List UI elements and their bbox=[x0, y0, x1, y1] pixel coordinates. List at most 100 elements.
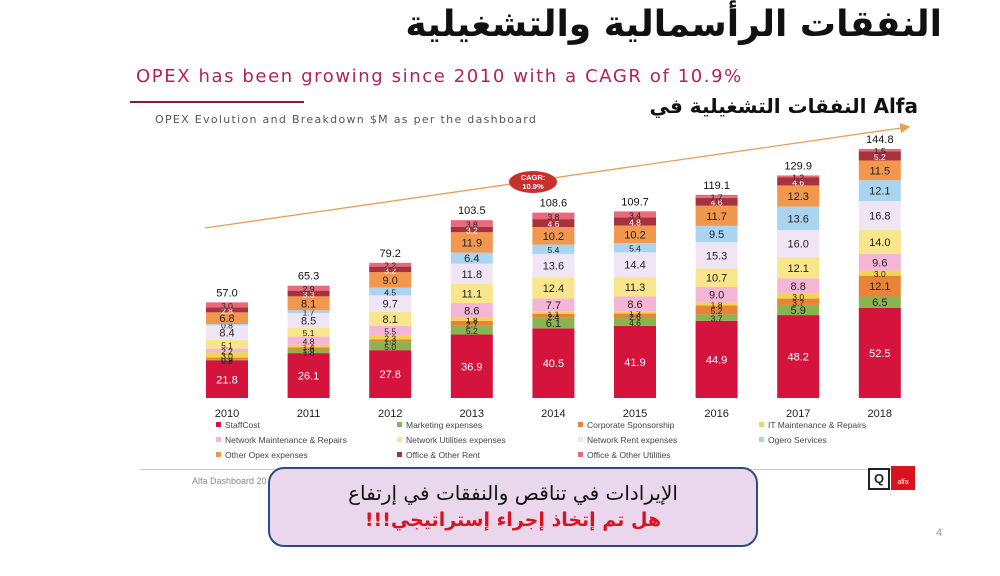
segment-label: 5.1 bbox=[221, 340, 233, 350]
segment-label: 1.4 bbox=[303, 342, 315, 352]
segment-label: 4.8 bbox=[629, 217, 641, 227]
bar-segment bbox=[369, 339, 412, 342]
segment-label: 11.1 bbox=[462, 289, 483, 301]
total-label: 119.1 bbox=[703, 180, 730, 192]
segment-label: 36.9 bbox=[461, 361, 482, 373]
segment-label: 4.6 bbox=[711, 198, 723, 208]
cagr-label: CAGR: bbox=[521, 173, 546, 182]
segment-label: 10.7 bbox=[706, 273, 727, 285]
segment-label: 5.0 bbox=[384, 342, 396, 352]
segment-label: 8.8 bbox=[791, 281, 806, 293]
legend-label: Office & Other Rent bbox=[406, 450, 481, 460]
legend-swatch bbox=[578, 437, 583, 442]
segment-label: 15.3 bbox=[706, 250, 727, 262]
bar-segment bbox=[287, 350, 330, 354]
bar-segment bbox=[614, 325, 656, 398]
segment-label: 3.0 bbox=[221, 301, 233, 311]
legend-swatch bbox=[216, 422, 221, 427]
bar-segment bbox=[614, 313, 656, 319]
bar-segment bbox=[777, 229, 820, 258]
segment-label: 0.9 bbox=[221, 354, 233, 364]
headline-underline bbox=[130, 101, 304, 103]
bar-segment bbox=[532, 277, 575, 299]
segment-label: 3.8 bbox=[547, 212, 559, 222]
callout-box: الإيرادات في تناقص والنفقات في إرتفاع هل… bbox=[268, 467, 758, 547]
segment-label: 6.4 bbox=[464, 253, 479, 265]
segment-label: 13.6 bbox=[787, 213, 808, 225]
bar-segment bbox=[369, 266, 412, 273]
legend-swatch bbox=[397, 422, 402, 427]
segment-label: 7.7 bbox=[546, 300, 561, 312]
segment-label: 1.6 bbox=[303, 345, 315, 355]
bar-segment bbox=[695, 305, 738, 315]
segment-label: 2.2 bbox=[221, 347, 233, 357]
segment-label: 3.3 bbox=[303, 290, 315, 300]
segment-label: 2.9 bbox=[303, 284, 315, 294]
bar-segment bbox=[777, 185, 820, 207]
x-tick-label: 2015 bbox=[623, 408, 647, 420]
bar-segment bbox=[614, 318, 656, 326]
legend-label: StaffCost bbox=[225, 420, 260, 430]
segment-label: 2.6 bbox=[629, 312, 641, 322]
legend-swatch bbox=[759, 422, 764, 427]
bar-segment bbox=[695, 225, 738, 243]
segment-label: 3.4 bbox=[629, 210, 641, 220]
segment-label: 12.1 bbox=[869, 281, 890, 293]
bar-segment bbox=[287, 290, 330, 297]
bar-segment bbox=[450, 263, 493, 284]
subtitle-arabic: النفقات التشغيلية في Alfa bbox=[649, 94, 918, 118]
bar-segment bbox=[858, 307, 901, 398]
bar-segment bbox=[450, 325, 493, 335]
x-tick-label: 2017 bbox=[786, 408, 810, 420]
segment-label: 12.1 bbox=[869, 186, 890, 198]
segment-label: 14.0 bbox=[869, 237, 890, 249]
slide-title: النفقات الرأسمالية والتشغيلية bbox=[405, 4, 942, 45]
segment-label: 1.7 bbox=[711, 192, 723, 202]
bar-segment bbox=[695, 242, 738, 269]
segment-label: 5.2 bbox=[711, 306, 723, 316]
legend-label: Other Opex expenses bbox=[225, 450, 308, 460]
bar-segment bbox=[287, 336, 330, 345]
segment-label: 1.3 bbox=[629, 308, 641, 318]
bar-segment bbox=[695, 302, 738, 306]
segment-label: 3.7 bbox=[711, 314, 723, 324]
segment-label: 3.7 bbox=[792, 298, 804, 308]
segment-label: 3.2 bbox=[466, 225, 478, 235]
segment-label: 6.5 bbox=[872, 297, 887, 309]
segment-label: 1.1 bbox=[547, 309, 559, 319]
segment-label: 1.7 bbox=[303, 308, 315, 318]
x-tick-label: 2014 bbox=[541, 408, 565, 420]
bar-segment bbox=[695, 194, 738, 198]
bar-segment bbox=[614, 277, 656, 297]
page-number: 4 bbox=[936, 527, 943, 539]
segment-label: 3.0 bbox=[221, 351, 233, 361]
x-tick-label: 2012 bbox=[378, 408, 402, 420]
bar-segment bbox=[858, 254, 901, 271]
bar-segment bbox=[695, 286, 738, 303]
segment-label: 2.7 bbox=[466, 319, 478, 329]
bar-segment bbox=[206, 307, 248, 313]
segment-label: 3.8 bbox=[466, 219, 478, 229]
bar-segment bbox=[206, 312, 248, 325]
bar-segment bbox=[206, 324, 248, 326]
bar-segment bbox=[695, 320, 738, 398]
callout-line-1: الإيرادات في تناقص والنفقات في إرتفاع bbox=[348, 481, 678, 505]
x-tick-label: 2016 bbox=[704, 408, 728, 420]
callout-line-2: هل تم إتخاذ إجراء إستراتيجي!!! bbox=[364, 509, 662, 531]
segment-label: 26.1 bbox=[298, 371, 319, 383]
bar-segment bbox=[777, 278, 820, 294]
bar-segment bbox=[450, 283, 493, 304]
bar-segment bbox=[206, 357, 248, 360]
segment-label: 21.8 bbox=[216, 374, 237, 386]
bar-segment bbox=[777, 257, 820, 279]
segment-label: 2.3 bbox=[384, 333, 396, 343]
segment-label: 11.5 bbox=[870, 165, 891, 177]
segment-label: 12.4 bbox=[543, 283, 564, 295]
segment-label: 6.8 bbox=[219, 313, 234, 325]
bar-segment bbox=[532, 212, 575, 220]
segment-label: 9.6 bbox=[872, 257, 887, 269]
legend-swatch bbox=[216, 452, 221, 457]
bar-segment bbox=[858, 270, 901, 276]
bar-segment bbox=[206, 302, 248, 308]
legend-swatch bbox=[578, 452, 583, 457]
